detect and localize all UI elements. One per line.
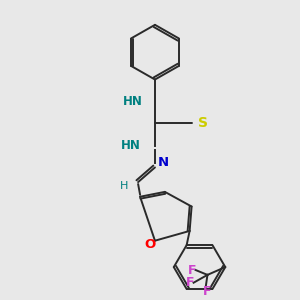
Text: H: H	[120, 181, 128, 191]
Text: F: F	[188, 263, 197, 277]
Text: HN: HN	[121, 140, 141, 152]
Text: S: S	[198, 116, 208, 130]
Text: O: O	[144, 238, 156, 251]
Text: F: F	[203, 285, 212, 298]
Text: N: N	[158, 156, 169, 169]
Text: HN: HN	[123, 94, 143, 107]
Text: F: F	[186, 276, 195, 289]
